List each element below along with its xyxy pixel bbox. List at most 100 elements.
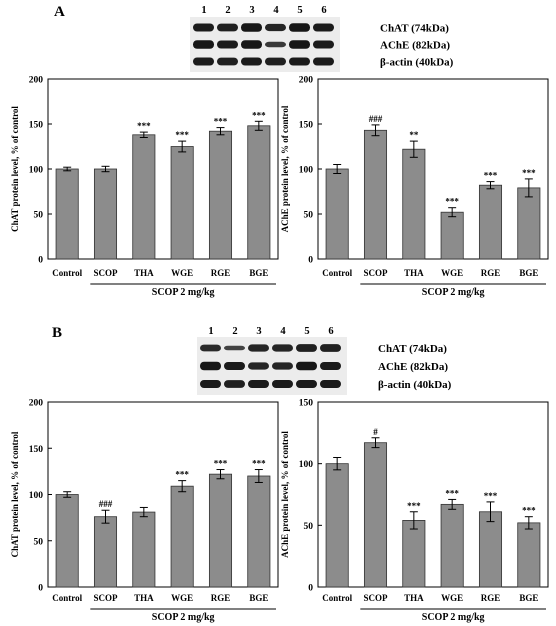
category-label: WGE — [441, 593, 463, 603]
bar — [363, 442, 388, 588]
blot-band-label: ChAT (74kDa) — [380, 23, 449, 35]
blot-band — [217, 23, 238, 32]
blot-band — [224, 380, 245, 388]
blot-band — [248, 362, 269, 370]
blot-band — [224, 345, 245, 351]
blot-band — [313, 23, 334, 32]
category-label: SCOP — [93, 268, 118, 278]
category-label: Control — [322, 593, 352, 603]
y-tick-label: 150 — [299, 399, 314, 409]
blot-band — [289, 40, 310, 49]
blot-band — [320, 361, 341, 371]
y-tick-label: 100 — [29, 491, 44, 501]
blot-band — [200, 379, 221, 389]
y-axis-label: AChE protein level, % of control — [280, 431, 290, 558]
bar — [478, 511, 503, 588]
y-tick-label: 200 — [299, 76, 314, 86]
blot-lane-number: 6 — [328, 326, 333, 337]
y-tick-label: 100 — [29, 166, 44, 176]
blot-band — [320, 379, 341, 389]
blot-band — [296, 344, 317, 352]
significance-label: *** — [522, 168, 536, 178]
blot-band — [200, 361, 221, 371]
y-axis-label: ChAT protein level, % of control — [10, 106, 20, 232]
blot-band — [296, 361, 317, 371]
bar — [402, 148, 426, 260]
blot-band — [217, 57, 238, 66]
y-tick-label: 200 — [29, 399, 44, 409]
bar-chart-3: 0 50 100 150 200 Control ### SCOP THA *** WGE *** RG… — [10, 399, 279, 623]
bar — [247, 475, 271, 588]
y-tick-label: 50 — [34, 211, 44, 221]
blot-lane-number: 4 — [273, 5, 279, 16]
blot-band — [289, 57, 310, 66]
blot-band — [265, 41, 286, 48]
significance-label: *** — [522, 506, 536, 516]
significance-label: *** — [214, 459, 228, 469]
blot-lane-number: 4 — [280, 326, 286, 337]
blot-band — [313, 40, 334, 49]
y-tick-label: 50 — [34, 537, 44, 547]
blot-lane-number: 1 — [208, 326, 213, 337]
plot-frame — [47, 401, 279, 588]
bar — [132, 511, 156, 588]
bar-chart-1: 0 50 100 150 200 Control SCOP *** THA *** WGE *** RG… — [10, 76, 279, 298]
significance-label: *** — [445, 197, 459, 207]
bar — [170, 485, 194, 588]
blot-band — [272, 344, 293, 352]
significance-label: *** — [137, 121, 151, 131]
bar — [170, 146, 194, 260]
category-label: THA — [404, 268, 424, 278]
blot-band — [217, 40, 238, 49]
significance-label: ### — [99, 499, 113, 509]
significance-label: ### — [369, 114, 383, 124]
category-label: SCOP — [363, 268, 388, 278]
bar — [208, 473, 233, 588]
y-tick-label: 0 — [38, 256, 43, 266]
bar — [93, 516, 118, 588]
category-label: Control — [322, 268, 352, 278]
significance-label: *** — [214, 117, 228, 127]
significance-label: *** — [484, 491, 498, 501]
category-label: RGE — [481, 268, 501, 278]
western-blot-a: 1 2 3 4 5 6 ChAT (74kDa) AChE (82kDa) β-actin (4… — [190, 5, 454, 72]
significance-label: # — [373, 427, 378, 437]
blot-band — [320, 344, 341, 352]
category-label: Control — [52, 268, 82, 278]
blot-band — [193, 23, 214, 32]
blot-band — [296, 379, 317, 389]
blot-band — [289, 23, 310, 32]
panel-letter-a: A — [54, 4, 65, 20]
category-label: WGE — [441, 268, 463, 278]
y-tick-label: 50 — [304, 522, 314, 532]
plot-frame — [317, 401, 549, 588]
blot-band — [248, 344, 269, 352]
category-label: WGE — [171, 593, 193, 603]
category-label: WGE — [171, 268, 193, 278]
y-tick-label: 50 — [304, 211, 314, 221]
bar — [132, 134, 156, 260]
bar — [55, 168, 79, 260]
significance-label: *** — [484, 171, 498, 181]
y-tick-label: 0 — [308, 256, 313, 266]
category-label: SCOP — [93, 593, 118, 603]
blot-band — [313, 57, 334, 66]
group-label: SCOP 2 mg/kg — [422, 287, 485, 298]
blot-band — [272, 379, 293, 389]
blot-band — [224, 361, 245, 371]
y-tick-label: 100 — [299, 460, 314, 470]
blot-band — [272, 362, 293, 370]
bar — [517, 187, 541, 260]
blot-band — [193, 40, 214, 49]
bar — [247, 125, 271, 260]
blot-lane-number: 2 — [225, 5, 230, 16]
category-label: THA — [404, 593, 424, 603]
bar — [440, 211, 464, 260]
y-tick-label: 0 — [308, 584, 313, 594]
significance-label: ** — [409, 130, 419, 140]
bar — [93, 168, 118, 260]
category-label: BGE — [249, 593, 268, 603]
plot-frame — [47, 78, 279, 260]
category-label: Control — [52, 593, 82, 603]
group-label: SCOP 2 mg/kg — [152, 612, 215, 623]
